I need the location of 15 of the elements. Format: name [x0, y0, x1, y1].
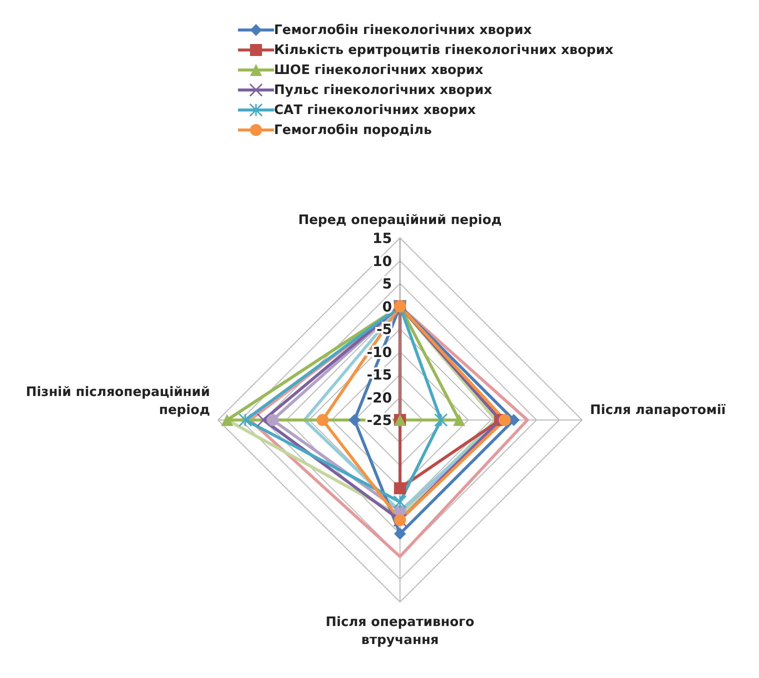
y-tick-label: 0 [382, 299, 392, 316]
y-tick-label: -20 [366, 390, 392, 406]
y-tick-label: 10 [372, 254, 392, 270]
spoke-label: Пізній післяопераційний період [26, 385, 210, 418]
spoke-label: Після лапаротомії [590, 403, 726, 418]
legend-label: ШОЕ гінекологічних хворих [274, 62, 484, 78]
legend-label: Пульс гінекологічних хворих [274, 82, 492, 98]
spoke-label: Після оперативного втручання [326, 615, 474, 648]
legend-label: САТ гінекологічних хворих [274, 102, 476, 118]
y-tick-label: 15 [372, 231, 392, 247]
spoke-label: Перед операційний період [298, 213, 502, 228]
legend-label: Кількість еритроцитів гінекологічних хворих [274, 42, 614, 58]
y-tick-label: 5 [382, 276, 392, 292]
legend-label: Гемоглобін породіль [274, 122, 432, 138]
legend-label: Гемоглобін гінекологічних хворих [274, 22, 532, 38]
